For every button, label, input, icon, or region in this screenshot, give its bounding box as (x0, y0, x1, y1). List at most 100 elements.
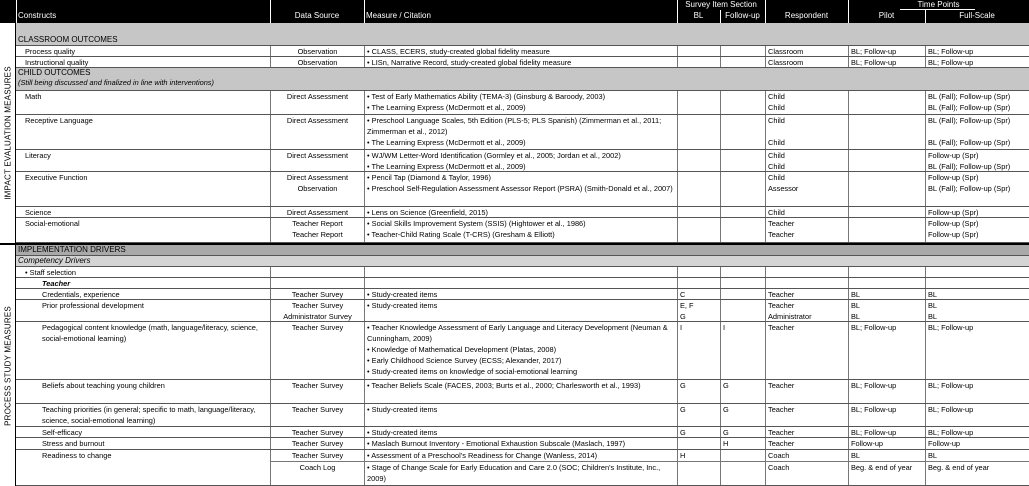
pilot: BL (848, 300, 925, 311)
group-header: Time Points (917, 0, 960, 9)
column-header: Measure / Citation (366, 11, 431, 20)
measure: • Teacher Knowledge Assessment of Early … (364, 322, 677, 344)
data-source: Coach Log (270, 462, 364, 485)
measure (364, 267, 677, 277)
full-scale: BL (Fall); Follow-up (Spr) (925, 102, 1029, 114)
respondent: Coach (765, 462, 848, 485)
row-lines: Direct Assessment • Preschool Language Sc… (270, 115, 1029, 149)
measure: • The Learning Express (McDermott et al.… (364, 102, 677, 114)
bl (677, 438, 720, 449)
follow-up (720, 218, 765, 229)
measure: • Teacher-Child Rating Scale (T-CRS) (Gr… (364, 229, 677, 242)
measure: • Preschool Self-Regulation Assessment A… (364, 183, 677, 206)
pilot: BL; Follow-up (848, 404, 925, 426)
measure: • The Learning Express (McDermott et al.… (364, 161, 677, 171)
row-lines: Teacher Survey • Study-created items E, F T… (270, 300, 1029, 321)
pilot (848, 91, 925, 102)
pilot (848, 183, 925, 206)
measure: • Preschool Language Scales, 5th Edition… (364, 115, 677, 137)
band-title: IMPLEMENTATION DRIVERS (18, 245, 126, 254)
pilot (848, 102, 925, 114)
row-line: Direct Assessment • Test of Early Mathema… (270, 91, 1029, 102)
follow-up (720, 366, 765, 379)
follow-up (720, 102, 765, 114)
table-row: Instructional quality Observation • LISn, … (16, 57, 1029, 68)
follow-up (720, 355, 765, 366)
construct: Instructional quality (25, 58, 89, 67)
follow-up: G (720, 404, 765, 426)
full-scale (925, 278, 1029, 288)
measure: • Study-created items (364, 404, 677, 426)
row-line: Observation • CLASS, ECERS, study-created… (270, 46, 1029, 56)
pilot: Beg. & end of year (848, 462, 925, 485)
bl: H (677, 450, 720, 461)
follow-up: H (720, 438, 765, 449)
follow-up (720, 267, 765, 277)
data-source (270, 278, 364, 288)
band-row: CLASSROOM OUTCOMES (16, 23, 1029, 46)
bl: E, F (677, 300, 720, 311)
pilot (848, 278, 925, 288)
row-lines: Direct Assessment • Pencil Tap (Diamond &… (270, 172, 1029, 206)
respondent: Child (765, 102, 848, 114)
band-row: Competency Drivers (16, 256, 1029, 267)
data-source: Direct Assessment (270, 150, 364, 161)
row-line: Direct Assessment • Preschool Language Sc… (270, 115, 1029, 137)
table-row: Teacher (16, 278, 1029, 289)
data-source: Teacher Survey (270, 380, 364, 403)
full-scale: BL (Fall); Follow-up (Spr) (925, 91, 1029, 102)
table-row: Process quality Observation • CLASS, ECERS… (16, 46, 1029, 57)
respondent: Child (765, 150, 848, 161)
table-body: IMPACT EVALUATION MEASURES CLASSROOM OUTC… (0, 23, 1029, 486)
pilot (848, 267, 925, 277)
respondent: Classroom (765, 57, 848, 67)
pilot (848, 150, 925, 161)
bl (677, 57, 720, 67)
data-source: Administrator Survey (270, 311, 364, 321)
pilot: BL (848, 289, 925, 299)
pilot: BL (848, 450, 925, 461)
column-header: Full-Scale (959, 11, 995, 20)
bl (677, 161, 720, 171)
row-lines: Teacher Report • Social Skills Improvemen… (270, 218, 1029, 242)
data-source: Teacher Survey (270, 404, 364, 426)
row-lines: Teacher Survey • Assessment of a Preschoo… (270, 450, 1029, 485)
full-scale: BL; Follow-up (925, 404, 1029, 426)
pilot (848, 115, 925, 137)
pilot (848, 355, 925, 366)
measure: • Study-created items (364, 427, 677, 437)
follow-up (720, 172, 765, 183)
respondent (765, 278, 848, 288)
column-header: Data Source (294, 11, 340, 20)
measure: • CLASS, ECERS, study-created global fid… (364, 46, 677, 56)
measure: • WJ/WM Letter-Word Identification (Gorm… (364, 150, 677, 161)
data-source (270, 267, 364, 277)
row-lines: Teacher Survey • Teacher Knowledge Assess… (270, 322, 1029, 379)
bl (677, 344, 720, 355)
pilot (848, 229, 925, 242)
section-separator (0, 243, 1029, 245)
table-row: Literacy Direct Assessment • WJ/WM Letter-… (16, 150, 1029, 172)
bl (677, 172, 720, 183)
follow-up (720, 57, 765, 67)
row-line: Teacher Survey • Assessment of a Preschoo… (270, 450, 1029, 461)
section-label: IMPACT EVALUATION MEASURES (3, 66, 12, 200)
full-scale: BL (Fall); Follow-up (Spr) (925, 137, 1029, 149)
respondent: Child (765, 137, 848, 149)
follow-up (720, 207, 765, 217)
data-source: Observation (270, 183, 364, 206)
section: PROCESS STUDY MEASURES IMPLEMENTATION DRI… (0, 245, 1029, 486)
full-scale (925, 355, 1029, 366)
follow-up (720, 450, 765, 461)
respondent: Child (765, 161, 848, 171)
band-title: Competency Drivers (18, 256, 91, 265)
data-source (270, 344, 364, 355)
table-row: Readiness to change Teacher Survey • Asses… (16, 450, 1029, 486)
table-row: Executive Function Direct Assessment • Pen… (16, 172, 1029, 207)
measure: • Test of Early Mathematics Ability (TEM… (364, 91, 677, 102)
full-scale: BL; Follow-up (925, 322, 1029, 344)
row-lines: Observation • LISn, Narrative Record, stu… (270, 57, 1029, 67)
table-row: Receptive Language Direct Assessment • Pre… (16, 115, 1029, 150)
pilot: BL; Follow-up (848, 322, 925, 344)
band-note: (Still being discussed and finalized in … (18, 78, 214, 87)
